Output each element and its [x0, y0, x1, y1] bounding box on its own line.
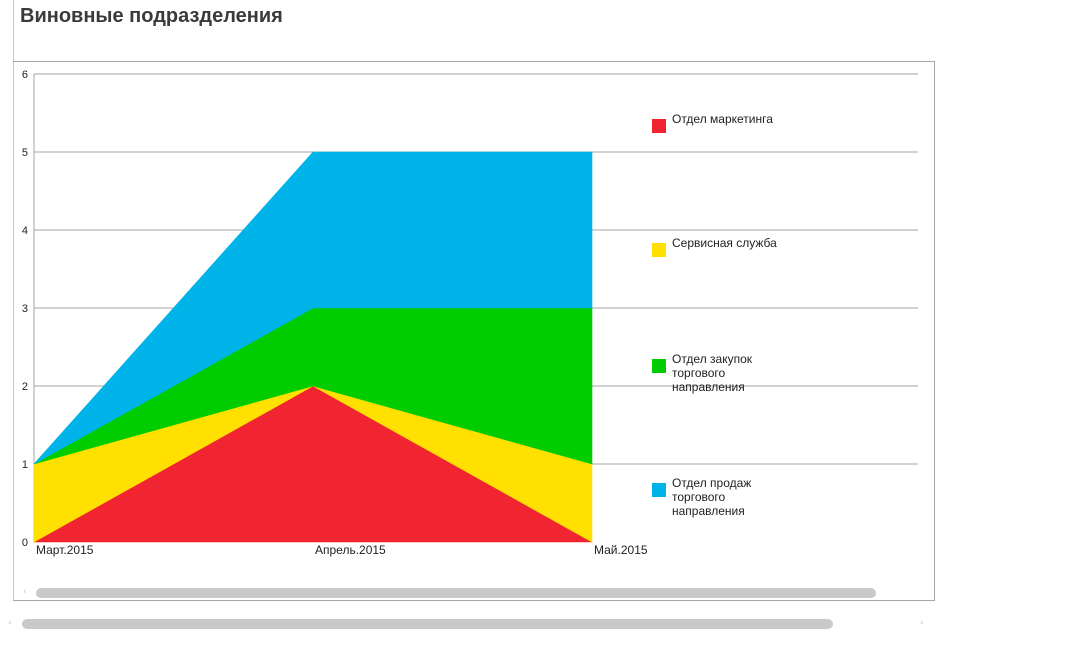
area-series	[33, 151, 593, 465]
panel-left-border	[13, 0, 14, 600]
page-title: Виновные подразделения	[20, 5, 283, 27]
chart-frame	[13, 61, 935, 601]
area-chart: 0 1 2 3 4 5 6 Март.2015 Апрель.2015 Май.2015	[22, 69, 918, 557]
x-tick-label: Март.2015	[36, 543, 94, 557]
chart-horizontal-scrollbar[interactable]	[36, 588, 876, 598]
legend-swatch	[652, 243, 666, 257]
y-tick-label: 1	[22, 459, 28, 471]
y-tick-label: 5	[22, 147, 28, 159]
x-tick-label: Апрель.2015	[315, 543, 386, 557]
page-horizontal-scrollbar[interactable]	[22, 619, 833, 629]
legend-item: Отдел закупок торгового направления	[652, 352, 782, 394]
chevron-left-icon[interactable]: ‹	[8, 618, 12, 628]
legend-item: Отдел маркетинга	[652, 112, 782, 133]
legend-label: Отдел маркетинга	[672, 112, 773, 126]
legend-label: Сервисная служба	[672, 236, 777, 250]
chevron-left-icon[interactable]: ‹	[23, 587, 27, 597]
chevron-right-icon[interactable]: ›	[920, 618, 924, 628]
legend-swatch	[652, 119, 666, 133]
y-tick-label: 0	[22, 537, 28, 549]
chart-legend: Отдел маркетинга Сервисная служба Отдел за…	[652, 0, 812, 560]
legend-item: Отдел продаж торгового направления	[652, 476, 782, 518]
y-tick-label: 4	[22, 225, 28, 237]
legend-swatch	[652, 359, 666, 373]
legend-swatch	[652, 483, 666, 497]
legend-label: Отдел продаж торгового направления	[672, 476, 752, 518]
x-tick-label: Май.2015	[594, 543, 648, 557]
y-tick-label: 2	[22, 381, 28, 393]
legend-label: Отдел закупок торгового направления	[672, 352, 753, 394]
y-tick-label: 6	[22, 69, 28, 81]
legend-item: Сервисная служба	[652, 236, 782, 257]
y-tick-label: 3	[22, 303, 28, 315]
